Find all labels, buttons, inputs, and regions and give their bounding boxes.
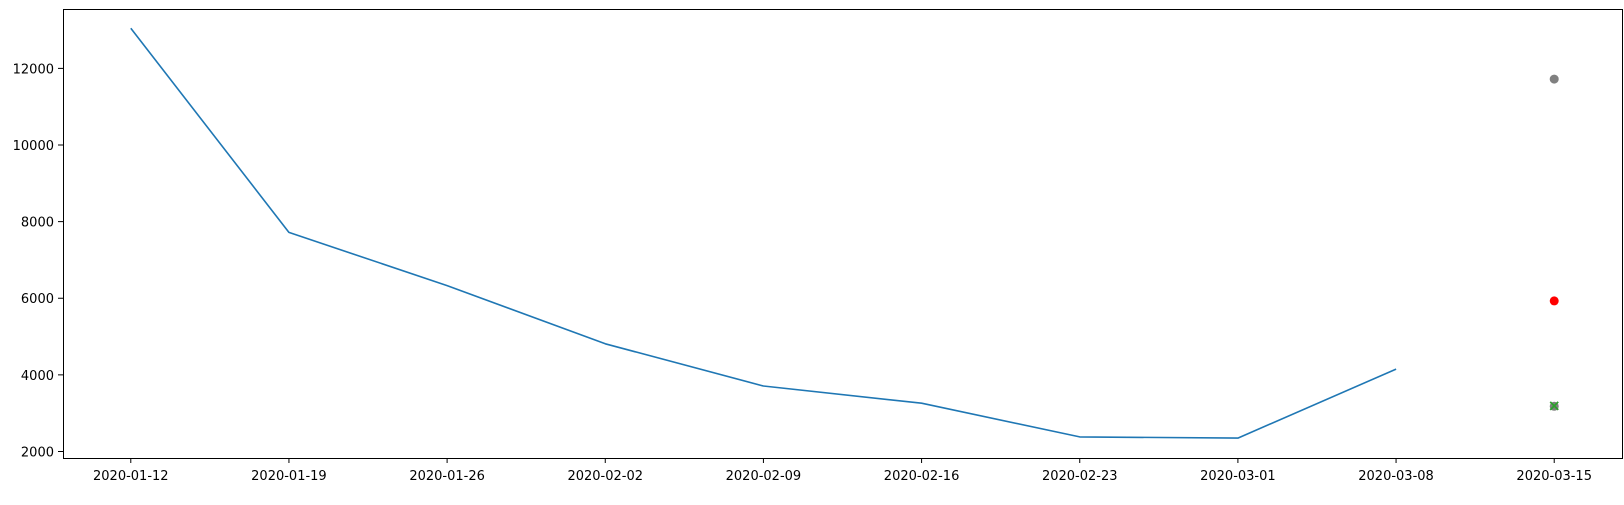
x-tick-label-9: 2020-03-15 [1516, 469, 1592, 484]
point-marker-2 [1549, 296, 1559, 306]
y-tick-label-4: 10000 [13, 139, 54, 154]
x-tick-label-8: 2020-03-08 [1358, 469, 1434, 484]
y-tick-label-0: 2000 [21, 445, 54, 460]
plot-area [63, 9, 1622, 458]
y-tick-label-1: 4000 [21, 369, 54, 384]
x-tick-label-3: 2020-02-02 [567, 469, 643, 484]
x-tick-label-0: 2020-01-12 [93, 469, 169, 484]
y-tick-label-5: 12000 [13, 62, 54, 77]
point-marker-1 [1549, 74, 1559, 84]
x-marker-4 [1549, 401, 1559, 411]
series-line-0 [130, 27, 1397, 439]
data-layer [130, 27, 1559, 439]
tick-layer: 2020-01-12 2020-01-19 2020-01-26 2020-02-02… [13, 62, 1592, 484]
x-tick-label-1: 2020-01-19 [251, 469, 327, 484]
x-tick-label-2: 2020-01-26 [409, 469, 485, 484]
x-tick-label-7: 2020-03-01 [1200, 469, 1276, 484]
y-tick-label-3: 8000 [21, 216, 54, 231]
y-tick-label-2: 6000 [21, 292, 54, 307]
x-tick-label-5: 2020-02-16 [884, 469, 960, 484]
axes-frame [63, 9, 1623, 459]
x-tick-label-4: 2020-02-09 [726, 469, 802, 484]
x-tick-label-6: 2020-02-23 [1042, 469, 1118, 484]
